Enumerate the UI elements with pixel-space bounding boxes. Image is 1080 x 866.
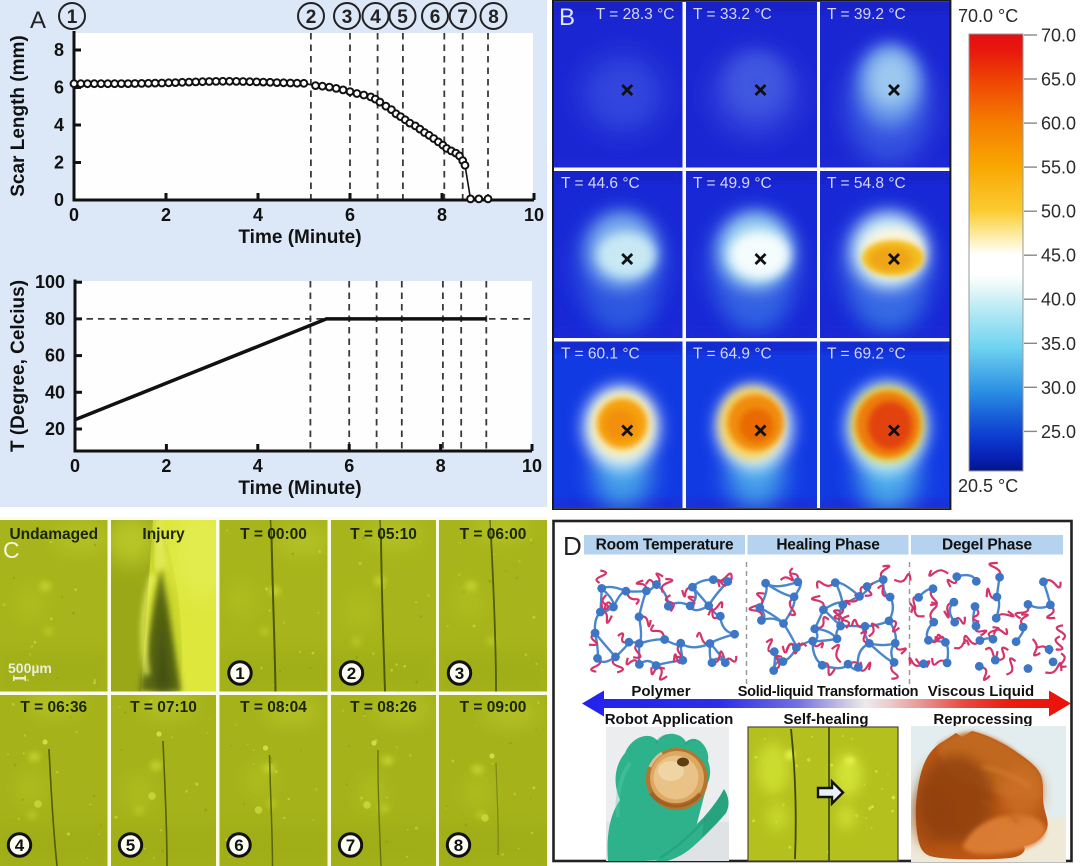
- svg-text:Self-healing: Self-healing: [783, 711, 868, 728]
- svg-text:2: 2: [306, 7, 317, 28]
- svg-text:8: 8: [436, 456, 446, 476]
- svg-text:Solid-liquid Transformation: Solid-liquid Transformation: [738, 684, 918, 700]
- svg-text:T = 07:10: T = 07:10: [130, 699, 197, 716]
- svg-text:35.0: 35.0: [1041, 334, 1076, 354]
- svg-text:8: 8: [454, 836, 463, 855]
- svg-text:Room Temperature: Room Temperature: [596, 537, 734, 554]
- svg-text:C: C: [3, 537, 20, 563]
- svg-text:5: 5: [397, 7, 408, 28]
- svg-text:70.0: 70.0: [1041, 26, 1076, 46]
- svg-text:7: 7: [457, 7, 468, 28]
- svg-text:500µm: 500µm: [8, 660, 52, 676]
- svg-text:70.0 °C: 70.0 °C: [958, 6, 1018, 26]
- svg-text:Time (Minute): Time (Minute): [238, 478, 361, 499]
- svg-text:T = 44.6 °C: T = 44.6 °C: [561, 175, 640, 192]
- svg-text:6: 6: [430, 7, 441, 28]
- svg-text:D: D: [563, 531, 582, 561]
- svg-text:T = 33.2 °C: T = 33.2 °C: [693, 6, 772, 23]
- svg-text:10: 10: [522, 456, 542, 476]
- svg-text:6: 6: [54, 78, 64, 98]
- svg-text:T = 54.8 °C: T = 54.8 °C: [827, 175, 906, 192]
- svg-text:Undamaged: Undamaged: [9, 526, 98, 543]
- svg-text:Scar Length (mm): Scar Length (mm): [8, 35, 29, 197]
- svg-text:Degel Phase: Degel Phase: [942, 537, 1033, 554]
- svg-text:0: 0: [69, 205, 79, 225]
- svg-text:80: 80: [45, 309, 65, 329]
- svg-text:100: 100: [35, 272, 65, 292]
- svg-text:T = 08:04: T = 08:04: [240, 699, 307, 716]
- svg-text:T = 05:10: T = 05:10: [350, 526, 417, 543]
- svg-text:4: 4: [54, 115, 64, 135]
- svg-text:Viscous Liquid: Viscous Liquid: [928, 683, 1034, 700]
- svg-text:4: 4: [253, 456, 263, 476]
- svg-text:6: 6: [344, 456, 354, 476]
- svg-text:65.0: 65.0: [1041, 70, 1076, 90]
- svg-text:Reprocessing: Reprocessing: [933, 711, 1032, 728]
- svg-text:T = 09:00: T = 09:00: [460, 699, 527, 716]
- svg-text:T = 69.2 °C: T = 69.2 °C: [827, 346, 906, 363]
- svg-text:1: 1: [67, 7, 78, 28]
- svg-text:0: 0: [70, 456, 80, 476]
- svg-text:8: 8: [488, 7, 499, 28]
- svg-text:4: 4: [15, 836, 25, 855]
- svg-text:Time (Minute): Time (Minute): [238, 227, 361, 248]
- svg-text:30.0: 30.0: [1041, 378, 1076, 398]
- svg-text:45.0: 45.0: [1041, 246, 1076, 266]
- svg-text:0: 0: [54, 190, 64, 210]
- svg-text:60: 60: [45, 346, 65, 366]
- svg-text:Polymer: Polymer: [631, 683, 690, 700]
- svg-text:55.0: 55.0: [1041, 158, 1076, 178]
- svg-text:1: 1: [235, 664, 244, 683]
- svg-text:T = 60.1 °C: T = 60.1 °C: [561, 346, 640, 363]
- svg-text:2: 2: [347, 664, 356, 683]
- svg-text:T = 49.9 °C: T = 49.9 °C: [693, 175, 772, 192]
- svg-text:T = 00:00: T = 00:00: [240, 526, 307, 543]
- svg-text:Robot Application: Robot Application: [605, 711, 734, 728]
- svg-text:3: 3: [455, 664, 464, 683]
- svg-text:10: 10: [524, 205, 544, 225]
- svg-text:T = 28.3 °C: T = 28.3 °C: [596, 6, 675, 23]
- svg-text:Injury: Injury: [142, 526, 185, 543]
- svg-text:3: 3: [342, 7, 353, 28]
- svg-text:B: B: [559, 4, 575, 31]
- svg-text:60.0: 60.0: [1041, 114, 1076, 134]
- svg-text:T = 39.2 °C: T = 39.2 °C: [827, 6, 906, 23]
- svg-text:4: 4: [370, 7, 381, 28]
- svg-text:T = 06:00: T = 06:00: [460, 526, 527, 543]
- svg-text:7: 7: [346, 836, 355, 855]
- svg-text:A: A: [30, 7, 46, 34]
- svg-text:2: 2: [161, 456, 171, 476]
- svg-text:6: 6: [234, 836, 243, 855]
- svg-text:2: 2: [161, 205, 171, 225]
- svg-text:8: 8: [54, 40, 64, 60]
- svg-text:20: 20: [45, 419, 65, 439]
- svg-text:T (Degree, Celcius): T (Degree, Celcius): [8, 280, 29, 452]
- svg-text:2: 2: [54, 153, 64, 173]
- svg-text:T = 06:36: T = 06:36: [20, 699, 87, 716]
- svg-text:5: 5: [126, 836, 135, 855]
- svg-text:25.0: 25.0: [1041, 422, 1076, 442]
- svg-text:T = 64.9 °C: T = 64.9 °C: [693, 346, 772, 363]
- svg-text:T = 08:26: T = 08:26: [350, 699, 417, 716]
- svg-text:Healing Phase: Healing Phase: [776, 537, 880, 554]
- svg-text:20.5 °C: 20.5 °C: [958, 476, 1018, 496]
- svg-text:50.0: 50.0: [1041, 202, 1076, 222]
- svg-text:4: 4: [253, 205, 263, 225]
- svg-text:8: 8: [437, 205, 447, 225]
- svg-text:6: 6: [345, 205, 355, 225]
- svg-text:40.0: 40.0: [1041, 290, 1076, 310]
- svg-text:40: 40: [45, 382, 65, 402]
